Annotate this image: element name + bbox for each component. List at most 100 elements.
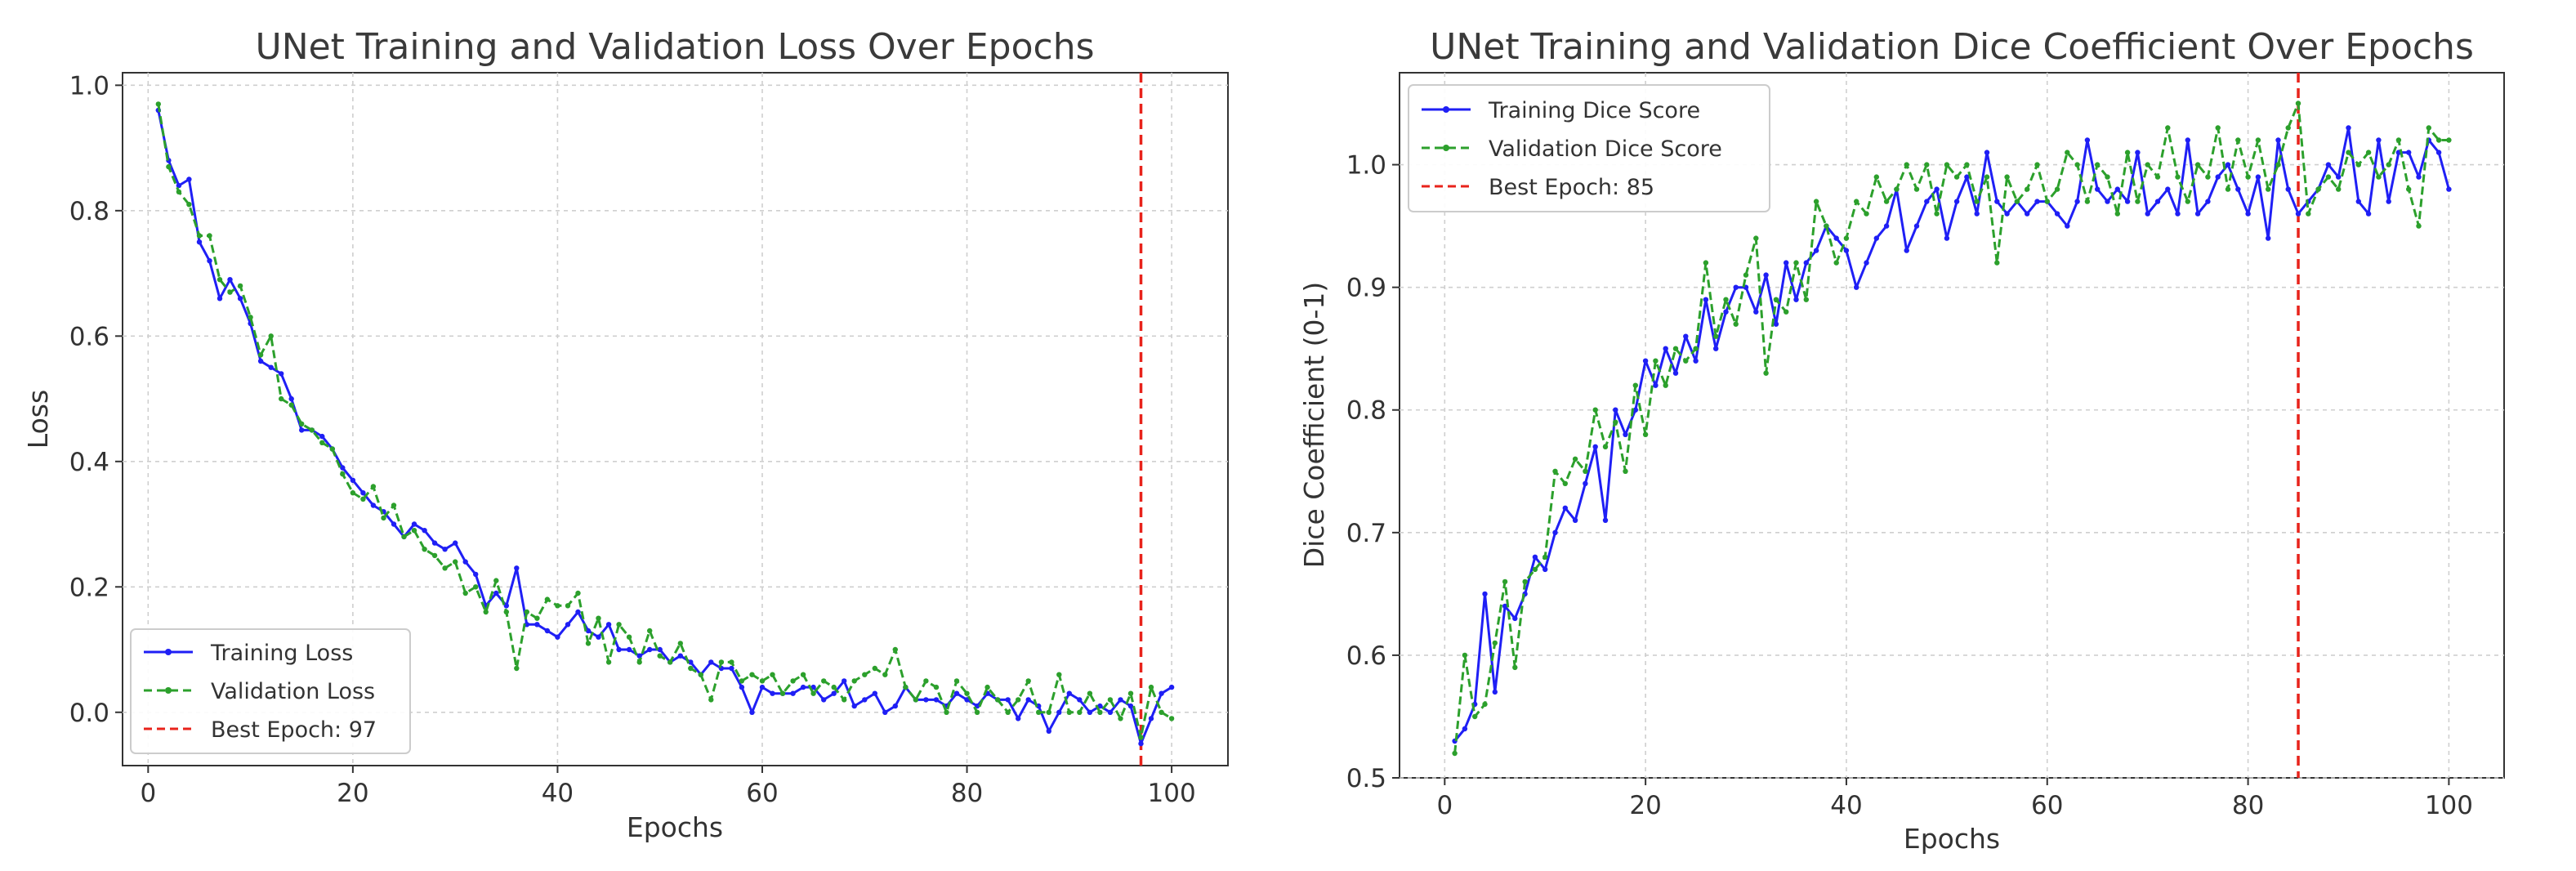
- dice-training-point: [1703, 297, 1709, 302]
- dice-training-point: [1713, 346, 1719, 351]
- dice-validation-point: [2355, 162, 2361, 168]
- dice-training-point: [1873, 235, 1879, 241]
- loss-validation-point: [994, 697, 1001, 703]
- loss-training-point: [1005, 697, 1011, 703]
- dice-x-tick-label: 0: [1436, 791, 1453, 820]
- dice-validation-point: [2065, 150, 2070, 155]
- loss-validation-point: [1107, 697, 1114, 703]
- loss-training-point: [636, 653, 642, 659]
- dice-validation-point: [2205, 174, 2211, 180]
- dice-validation-point: [1944, 162, 1950, 168]
- loss-x-tick-label: 80: [951, 779, 983, 808]
- loss-validation-point: [350, 490, 356, 496]
- loss-validation-point: [1016, 697, 1021, 703]
- loss-validation-point: [299, 421, 305, 427]
- loss-validation-point: [462, 590, 468, 596]
- dice-training-point: [1803, 260, 1809, 266]
- dice-training-point: [2084, 137, 2091, 143]
- loss-training-point: [453, 540, 458, 546]
- dice-training-point: [1672, 370, 1679, 376]
- dice-validation-point: [1953, 174, 1960, 180]
- loss-validation-point: [739, 678, 745, 684]
- dice-chart: 0 20 40 60 80 100 0.5 0.6 0.7 0.8 0.9 1.0 UNet Tra…: [1298, 26, 2505, 855]
- dice-validation-point: [2145, 162, 2150, 168]
- dice-validation-point: [2105, 174, 2110, 180]
- loss-validation-point: [401, 534, 407, 540]
- dice-training-point: [1583, 480, 1588, 486]
- dice-validation-point: [1452, 750, 1458, 757]
- dice-validation-point: [1843, 235, 1850, 241]
- dice-validation-point: [1894, 186, 1900, 192]
- loss-x-tick-label: 0: [140, 779, 156, 808]
- loss-validation-point: [207, 233, 212, 239]
- loss-training-point: [616, 646, 622, 653]
- loss-validation-point: [1127, 690, 1134, 696]
- loss-training-point: [176, 182, 182, 189]
- loss-validation-point: [268, 333, 274, 339]
- dice-validation-point: [2225, 186, 2231, 192]
- loss-validation-point: [882, 672, 888, 677]
- dice-validation-point: [1813, 199, 1819, 204]
- loss-training-point: [749, 709, 755, 715]
- dice-validation-point: [1572, 456, 1578, 462]
- dice-validation-point: [2306, 211, 2311, 217]
- dice-training-point: [2105, 199, 2110, 204]
- loss-training-point: [217, 296, 223, 302]
- loss-training-point: [1107, 709, 1114, 715]
- loss-validation-point: [647, 628, 653, 634]
- dice-validation-point: [1763, 370, 1769, 376]
- loss-training-point: [257, 358, 264, 364]
- loss-validation-point: [176, 189, 182, 194]
- loss-validation-point: [453, 559, 458, 565]
- loss-training-point: [626, 646, 632, 653]
- dice-training-point: [2376, 137, 2382, 143]
- loss-training-point: [534, 622, 540, 628]
- loss-training-point: [892, 703, 899, 709]
- loss-validation-point: [196, 233, 203, 239]
- loss-validation-point: [616, 622, 622, 628]
- loss-training-point: [442, 547, 448, 552]
- dice-training-point: [1462, 726, 1468, 732]
- loss-validation-point: [944, 709, 949, 715]
- loss-validation-point: [903, 684, 909, 690]
- dice-training-point: [1883, 223, 1890, 229]
- dice-validation-point: [1793, 260, 1799, 266]
- dice-legend-box: [1408, 84, 1770, 212]
- loss-validation-point: [790, 678, 796, 684]
- dice-validation-point: [1984, 174, 1990, 180]
- dice-training-point: [1572, 517, 1578, 523]
- loss-training-point: [431, 540, 438, 546]
- loss-training-point: [288, 395, 294, 402]
- loss-training-point: [391, 521, 397, 527]
- dice-validation-point: [1974, 199, 1980, 204]
- dice-validation-point: [2114, 211, 2120, 217]
- dice-training-point: [2295, 211, 2301, 217]
- dice-y-tick-label: 0.8: [1346, 396, 1386, 426]
- loss-validation-series-line: [157, 104, 1172, 739]
- dice-training-point: [2215, 174, 2221, 180]
- loss-y-tick-label: 0.4: [69, 448, 109, 477]
- dice-validation-point: [2435, 137, 2442, 143]
- dice-validation-point: [2386, 162, 2391, 168]
- dice-validation-point: [2135, 199, 2141, 204]
- loss-validation-point: [534, 615, 540, 621]
- dice-training-point: [1773, 321, 1779, 327]
- loss-y-axis-label: Loss: [22, 390, 54, 449]
- dice-training-point: [2235, 186, 2241, 192]
- dice-training-point: [2074, 199, 2080, 204]
- legend-training-dice-marker: [1443, 106, 1449, 113]
- loss-training-point: [514, 565, 520, 571]
- dice-training-point: [1632, 407, 1639, 413]
- loss-training-point: [565, 622, 571, 628]
- dice-validation-point: [1854, 199, 1859, 204]
- dice-validation-point: [1562, 480, 1569, 486]
- dice-y-tick-label: 0.9: [1346, 274, 1386, 303]
- loss-validation-point: [842, 697, 847, 703]
- dice-x-tick-label: 20: [1629, 791, 1661, 820]
- dice-training-point: [2034, 199, 2040, 204]
- dice-x-tick-label: 60: [2031, 791, 2063, 820]
- loss-y-tick-label: 0.8: [69, 197, 109, 226]
- dice-validation-point: [1864, 211, 1869, 217]
- loss-validation-point: [431, 552, 438, 559]
- dice-validation-point: [2426, 125, 2431, 131]
